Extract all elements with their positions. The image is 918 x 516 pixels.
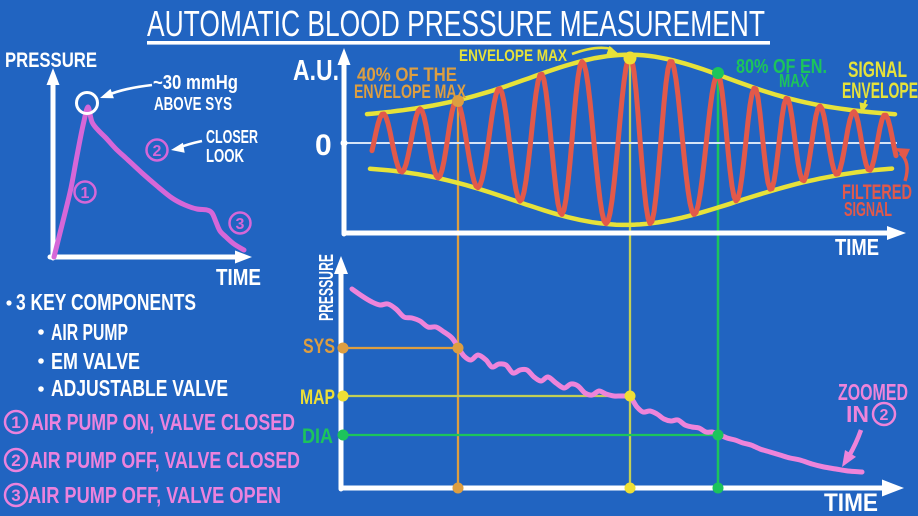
svg-text:IN: IN	[846, 401, 869, 427]
svg-text:~30 mmHg: ~30 mmHg	[153, 72, 238, 94]
svg-text:PRESSURE: PRESSURE	[5, 49, 97, 72]
svg-text:SIGNAL: SIGNAL	[844, 199, 892, 221]
svg-text:TIME: TIME	[216, 264, 261, 290]
svg-text:3 KEY COMPONENTS: 3 KEY COMPONENTS	[16, 289, 196, 315]
svg-text:FILTERED: FILTERED	[842, 181, 912, 204]
svg-text:3: 3	[11, 486, 20, 505]
svg-text:ENVELOPE: ENVELOPE	[842, 78, 918, 103]
svg-text:AIR PUMP ON, VALVE CLOSED: AIR PUMP ON, VALVE CLOSED	[31, 409, 295, 435]
svg-text:2: 2	[880, 407, 889, 424]
svg-text:1: 1	[11, 413, 20, 432]
svg-text:LOOK: LOOK	[206, 146, 244, 166]
svg-text:EM VALVE: EM VALVE	[51, 348, 140, 374]
svg-text:80% OF EN.: 80% OF EN.	[736, 56, 827, 78]
svg-text:MAX: MAX	[779, 71, 809, 91]
svg-text:2: 2	[11, 451, 20, 470]
svg-text:CLOSER: CLOSER	[206, 127, 258, 147]
svg-text:0: 0	[315, 129, 332, 162]
svg-text:A.U.: A.U.	[293, 55, 339, 87]
svg-text:SIGNAL: SIGNAL	[848, 57, 907, 82]
svg-text:3: 3	[236, 216, 245, 233]
svg-text:40% OF THE: 40% OF THE	[357, 65, 457, 86]
svg-text:ZOOMED: ZOOMED	[838, 379, 908, 405]
svg-text:2: 2	[153, 143, 162, 160]
svg-text:SYS: SYS	[303, 335, 335, 358]
svg-text:AIR PUMP: AIR PUMP	[51, 319, 128, 345]
svg-text:ENVELOPE MAX: ENVELOPE MAX	[354, 82, 466, 103]
svg-text:ADJUSTABLE VALVE: ADJUSTABLE VALVE	[51, 375, 228, 401]
svg-text:ABOVE SYS: ABOVE SYS	[154, 94, 232, 114]
svg-text:1: 1	[81, 185, 90, 202]
svg-text:AIR PUMP OFF, VALVE OPEN: AIR PUMP OFF, VALVE OPEN	[28, 482, 281, 508]
svg-text:AIR PUMP OFF, VALVE CLOSED: AIR PUMP OFF, VALVE CLOSED	[30, 447, 300, 473]
svg-text:MAP: MAP	[300, 386, 335, 409]
svg-text:TIME: TIME	[824, 489, 878, 516]
svg-text:DIA: DIA	[302, 425, 333, 448]
svg-text:PRESSURE: PRESSURE	[316, 254, 338, 321]
svg-text:ENVELOPE MAX: ENVELOPE MAX	[459, 46, 568, 65]
svg-text:AUTOMATIC BLOOD PRESSURE MEASU: AUTOMATIC BLOOD PRESSURE MEASUREMENT	[147, 3, 765, 44]
svg-text:TIME: TIME	[835, 234, 879, 260]
